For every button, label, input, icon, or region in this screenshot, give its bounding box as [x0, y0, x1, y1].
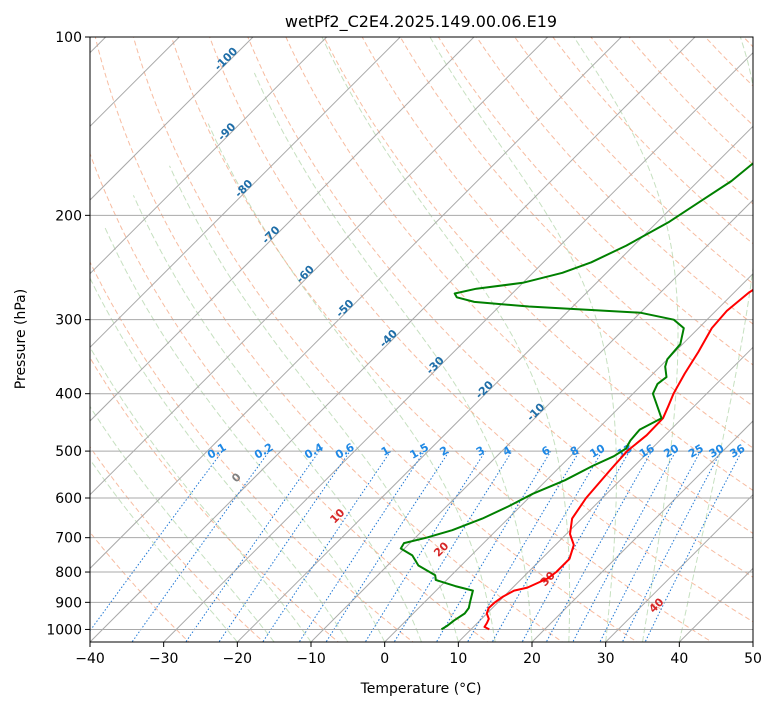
dry-adiabat-line [285, 37, 753, 535]
plot-frame [89, 36, 754, 643]
temperature-line [483, 288, 753, 631]
dry-adiabat-line [170, 37, 713, 642]
mixing-ratio-line [393, 450, 513, 642]
isotherms [90, 37, 753, 642]
dry-adiabat-line [90, 152, 489, 642]
mixing-ratio-line [491, 450, 603, 642]
x-tick-label: 50 [744, 651, 762, 667]
dry-adiabat-line [437, 37, 753, 366]
moist-adiabat-line [573, 37, 679, 642]
moist-adiabat-line [253, 72, 533, 642]
mixing-ratio-line [621, 450, 722, 642]
moist-adiabat-line [678, 37, 753, 642]
isotherm-line [531, 420, 753, 642]
y-tick-label: 900 [55, 595, 82, 611]
mixing-ratio-line [131, 450, 270, 642]
mixing-ratio-line [298, 450, 425, 642]
moist-adiabat-line [132, 195, 422, 642]
y-tick-label: 700 [55, 531, 82, 547]
mixing-ratio-line [185, 450, 320, 642]
y-tick-label: 600 [55, 491, 82, 507]
isotherm-line [90, 37, 402, 349]
y-axis-title: Pressure (hPa) [13, 289, 29, 389]
isotherm-line [457, 346, 753, 642]
y-tick-label: 500 [55, 444, 82, 460]
mixing-ratio-line [644, 450, 743, 642]
x-tick-label: 40 [670, 651, 688, 667]
x-tick-label: 0 [380, 651, 389, 667]
chart-title: wetPf2_C2E4.2025.149.00.06.E19 [285, 12, 557, 32]
dry-adiabat-line [476, 37, 753, 325]
x-axis: −40 −30 −20 −10 0 10 20 30 40 50 [75, 642, 762, 667]
sounding-series [399, 162, 753, 631]
x-tick-label: −30 [149, 651, 179, 667]
isotherm-line [90, 37, 181, 128]
mixing-ratio-line [364, 450, 486, 642]
moist-adiabat-line [169, 165, 459, 642]
mixing-ratio-line [435, 450, 552, 642]
mixing-ratio-lines [90, 450, 743, 642]
mixing-ratio-line [218, 450, 351, 642]
isotherm-line [310, 199, 753, 642]
mixing-ratio-line [325, 450, 450, 642]
x-tick-label: −20 [223, 651, 253, 667]
moist-adiabats [90, 37, 753, 642]
x-tick-label: 10 [449, 651, 467, 667]
y-tick-label: 1000 [46, 622, 82, 638]
mixing-ratio-line [599, 450, 701, 642]
dry-adiabat-line [361, 37, 753, 449]
moist-adiabat-line [207, 123, 496, 642]
y-axis: 100 200 300 400 500 600 700 800 900 1000 [46, 30, 90, 638]
y-tick-label: 100 [55, 30, 82, 46]
moist-adiabat-line [90, 458, 238, 642]
isotherm-line [90, 37, 328, 275]
mixing-ratio-line [572, 450, 677, 642]
isotherm-line [90, 37, 623, 570]
isotherm-line [90, 37, 696, 642]
isotherm-line [90, 37, 254, 201]
y-tick-label: 200 [55, 208, 82, 224]
isotherm-line [383, 272, 753, 642]
dewpoint-line [399, 162, 753, 631]
dry-adiabat-line [247, 37, 753, 578]
mixing-ratio-line [90, 450, 223, 632]
x-tick-label: −40 [75, 651, 105, 667]
x-axis-title: Temperature (°C) [360, 681, 482, 697]
plot-area: 0.1 0.2 0.4 0.6 1 1.5 2 3 4 6 8 10 13 16 20 25 30 36-100-… [90, 37, 753, 642]
y-tick-label: 400 [55, 387, 82, 403]
x-tick-label: 30 [597, 651, 615, 667]
y-tick-label: 300 [55, 313, 82, 329]
isotherm-line [90, 37, 475, 422]
isotherm-line [90, 37, 549, 496]
dry-adiabat-line [323, 37, 753, 491]
y-tick-label: 800 [55, 565, 82, 581]
x-tick-label: 20 [523, 651, 541, 667]
moist-adiabat-line [321, 37, 571, 642]
x-tick-label: −10 [296, 651, 326, 667]
isotherm-line [236, 125, 753, 642]
mixing-ratio-line [466, 450, 580, 642]
isotherm-line [162, 51, 753, 642]
isotherm-line [604, 493, 753, 642]
moist-adiabat-line [90, 405, 275, 642]
mixing-ratio-line [262, 450, 392, 642]
moist-adiabat-line [429, 37, 617, 642]
pressure-gridlines [90, 37, 753, 630]
